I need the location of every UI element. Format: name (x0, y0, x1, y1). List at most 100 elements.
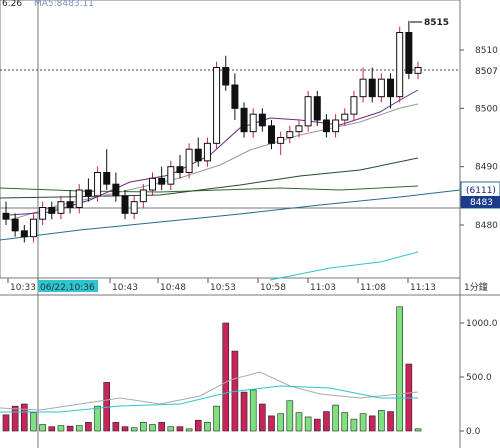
candle (359, 78, 367, 98)
volume-bars-group (2, 306, 422, 432)
volume-bar (213, 405, 220, 432)
volume-bar (176, 426, 184, 432)
volume-bar (2, 414, 10, 432)
price-tick-label: 8490 (475, 163, 498, 173)
volume-bar (94, 405, 101, 432)
volume-bar (48, 426, 56, 432)
volume-tick-label: 1000.0 (466, 319, 498, 329)
candle (213, 67, 221, 144)
time-tick-label: 10:43 (112, 283, 138, 293)
candle (277, 137, 285, 144)
volume-bar (268, 415, 275, 432)
volume-bar (130, 427, 138, 432)
candle (139, 189, 147, 203)
volume-bar (194, 419, 202, 432)
volume-bar (396, 306, 403, 432)
volume-bar (350, 418, 358, 432)
candle (295, 125, 303, 133)
candle (304, 96, 312, 127)
volume-bar (222, 322, 230, 432)
time-tick-label: 11:13 (410, 283, 436, 293)
volume-bar (414, 428, 422, 432)
header-left-value: 6.26 (2, 0, 22, 9)
candle (249, 113, 257, 133)
candle (130, 201, 138, 214)
candle (313, 96, 321, 121)
candle (350, 96, 358, 115)
volume-bar (249, 389, 257, 432)
candle (377, 78, 385, 98)
info-box-price-bg (461, 196, 500, 208)
time-tick-label: 10:48 (160, 283, 186, 293)
candle (203, 142, 211, 162)
candle (112, 183, 120, 197)
volume-bar (359, 413, 367, 432)
candle (222, 67, 230, 86)
candle (94, 172, 102, 197)
volume-bar (387, 411, 394, 432)
candle (39, 207, 47, 220)
ma-darkgreen-line (0, 157, 419, 199)
volume-bar (112, 422, 120, 432)
candle (231, 84, 239, 109)
volume-bar (323, 411, 330, 432)
volume-bar (30, 412, 37, 432)
candle (240, 107, 248, 133)
time-tick-label: 10:53 (210, 283, 236, 293)
volume-axis: 0.0 500.0 1000.0 (460, 319, 498, 437)
volume-bar (21, 403, 28, 432)
ma-purple-line (9, 89, 419, 216)
volume-bar (259, 403, 266, 432)
info-box-value: (6111) (466, 186, 496, 196)
candle (84, 189, 92, 197)
candle (194, 148, 202, 162)
candle (148, 177, 156, 191)
candle (48, 207, 56, 214)
candle (20, 230, 28, 238)
candle (268, 125, 276, 144)
high-label: 8515 (424, 18, 449, 28)
volume-bar (140, 422, 147, 432)
candle (57, 201, 65, 214)
time-tick-label: 10:58 (260, 283, 286, 293)
volume-bar (240, 391, 248, 432)
candle (414, 67, 422, 74)
volume-bar (39, 424, 46, 432)
candle (176, 166, 184, 174)
volume-bar (149, 424, 156, 432)
candle (121, 195, 129, 214)
time-tick-label: 10:33 (10, 283, 36, 293)
time-tick-label: 11:08 (360, 283, 386, 293)
candle (368, 78, 376, 98)
candle (158, 177, 166, 185)
candle (387, 78, 395, 98)
info-box-price: 8483 (470, 198, 493, 208)
volume-bar (85, 422, 92, 432)
candle (11, 218, 19, 232)
volume-bar (313, 418, 321, 432)
candle (2, 212, 10, 220)
candle (167, 166, 175, 185)
candle (286, 131, 294, 139)
candle (29, 218, 37, 238)
volume-tick-label: 500.0 (466, 373, 492, 383)
volume-bar (11, 405, 19, 432)
time-axis: 10:33 06/22,10:36 10:43 10:48 10:53 10:58 11:0… (7, 278, 436, 293)
volume-bar (75, 425, 83, 432)
time-cursor-box (38, 280, 98, 292)
candle (75, 189, 83, 208)
price-axis: 8480 8490 8500 8510 (460, 46, 498, 231)
time-tick-label: 06/22,10:36 (40, 283, 95, 293)
price-tick-label: 8510 (475, 46, 498, 56)
volume-tick-label: 0.0 (466, 427, 481, 437)
ma-cyan-line (269, 251, 419, 281)
candle (396, 32, 404, 98)
candle (341, 113, 349, 121)
candle (332, 119, 340, 133)
candles-group (2, 20, 422, 243)
volume-bar (167, 426, 175, 432)
time-tick-label: 11:03 (310, 283, 336, 293)
volume-bar (304, 416, 312, 432)
